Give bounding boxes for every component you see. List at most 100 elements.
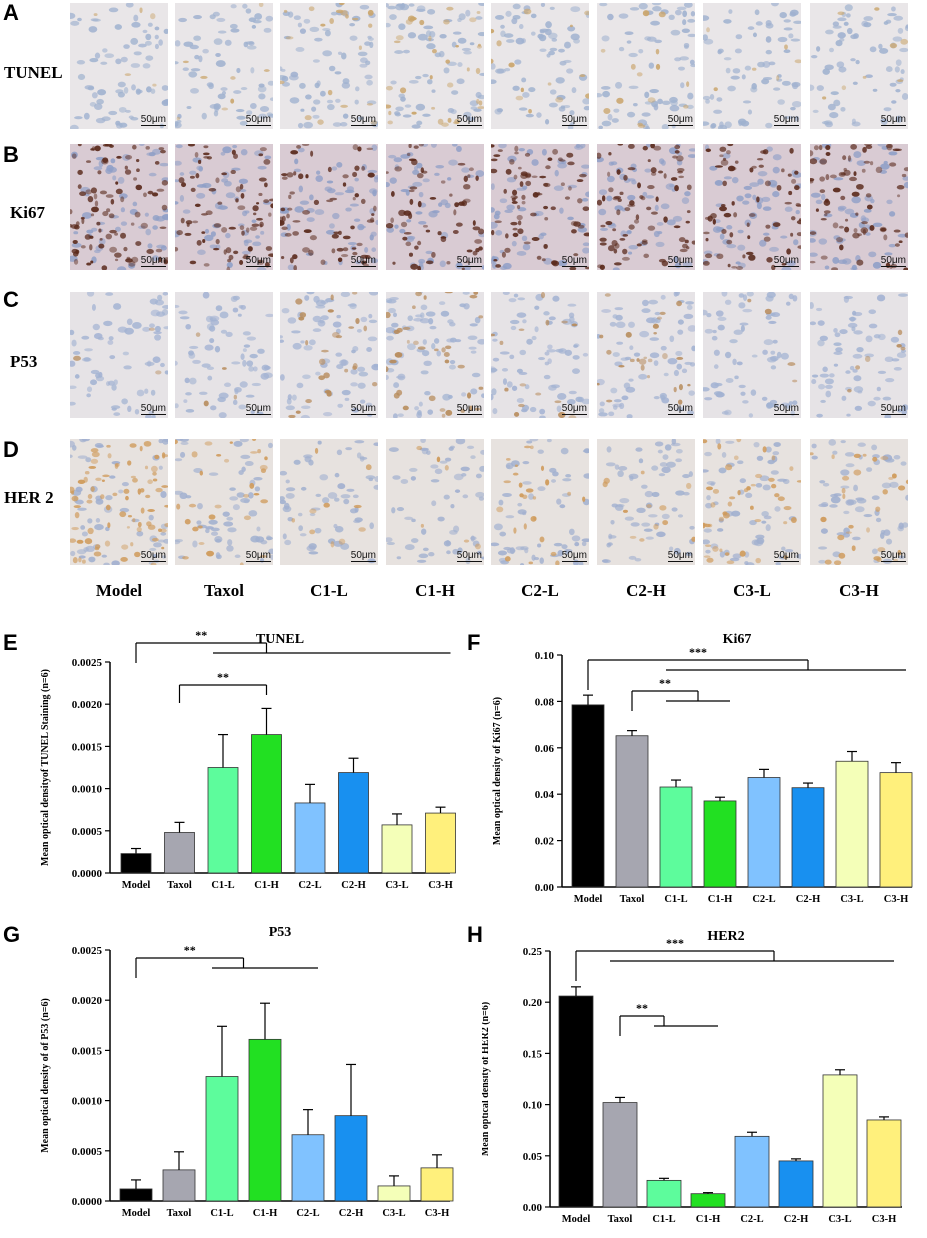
scale-bar: 50μm	[350, 255, 376, 267]
x-tick-label: Taxol	[608, 1214, 633, 1225]
chart-title: Ki67	[723, 632, 752, 647]
panel-letter-b: B	[3, 142, 19, 167]
x-tick-label: Taxol	[620, 894, 645, 905]
significance-label: **	[184, 943, 196, 957]
x-tick-label: C3-H	[425, 1208, 450, 1219]
micrograph-her2-c3-l: 50μm	[703, 439, 801, 565]
chart-p53-svg: P53 Mean optical density of of P53 (n=6) 0…	[40, 925, 454, 1219]
bar-c3-h	[420, 1167, 454, 1202]
micrograph-tunel-model: 50μm	[70, 3, 168, 129]
y-tick-label: 0.0000	[72, 868, 103, 880]
x-tick-label: C1-L	[652, 1214, 675, 1225]
scale-bar: 50μm	[667, 403, 693, 415]
bar-c3-l	[381, 824, 413, 874]
x-tick-label: C2-H	[796, 894, 821, 905]
y-axis-label: Mean optical density of Ki67 (n=6)	[492, 697, 503, 845]
x-tick-label: C3-L	[385, 880, 408, 891]
bar-c3-l	[377, 1185, 411, 1202]
x-tick-label: C3-H	[428, 880, 453, 891]
micrograph-her2-c1-l: 50μm	[280, 439, 378, 565]
micrograph-tunel-c1-h: 50μm	[386, 3, 484, 129]
x-tick-label: C1-H	[253, 1208, 278, 1219]
chart-title: TUNEL	[256, 632, 304, 647]
scale-bar: 50μm	[667, 114, 693, 126]
scale-bar: 50μm	[456, 403, 482, 415]
scale-bar: 50μm	[350, 550, 376, 562]
bar-c2-l	[734, 1135, 770, 1208]
micrograph-ki67-c3-l: 50μm	[703, 144, 801, 270]
x-tick-label: C3-L	[840, 894, 863, 905]
chart-tunel: TUNEL Mean optical densityof TUNEL Staini…	[20, 625, 460, 905]
x-tick-label: Taxol	[167, 880, 192, 891]
micrograph-tunel-c3-h: 50μm	[810, 3, 908, 129]
row-label-tunel: TUNEL	[4, 63, 63, 82]
chart-p53: P53 Mean optical density of of P53 (n=6) 0…	[20, 918, 460, 1233]
y-tick-label: 0.00	[523, 1202, 543, 1214]
y-axis-label: Mean optical density of HER2 (n=6)	[482, 1002, 491, 1156]
scale-bar: 50μm	[350, 114, 376, 126]
scale-bar: 50μm	[245, 550, 271, 562]
scale-bar: 50μm	[350, 403, 376, 415]
chart-ki67: Ki67 Mean optical density of Ki67 (n=6) 0.…	[482, 625, 922, 910]
chart-ki67-svg: Ki67 Mean optical density of Ki67 (n=6) 0.…	[492, 632, 913, 905]
scale-bar: 50μm	[456, 114, 482, 126]
scale-bar: 50μm	[880, 114, 906, 126]
micrograph-tunel-c1-l: 50μm	[280, 3, 378, 129]
x-tick-label: C2-L	[752, 894, 775, 905]
micrograph-p53-c3-l: 50μm	[703, 292, 801, 418]
x-tick-label: C2-H	[784, 1214, 809, 1225]
bar-c3-h	[866, 1119, 902, 1208]
scale-bar: 50μm	[667, 255, 693, 267]
micrograph-tunel-taxol: 50μm	[175, 3, 273, 129]
y-tick-label: 0.04	[535, 789, 555, 801]
panel-letter-d: D	[3, 437, 19, 462]
micrograph-her2-c2-h: 50μm	[597, 439, 695, 565]
bar-c3-h	[879, 772, 913, 888]
bar-c1-h	[690, 1193, 726, 1208]
micrograph-ki67-c3-h: 50μm	[810, 144, 908, 270]
scale-bar: 50μm	[456, 255, 482, 267]
x-tick-label: Model	[122, 880, 151, 891]
group-label-model: Model	[95, 581, 143, 600]
bar-model	[571, 704, 605, 888]
scale-bar: 50μm	[773, 550, 799, 562]
y-axis-label: Mean optical density of of P53 (n=6)	[40, 998, 51, 1153]
y-tick-label: 0.02	[535, 836, 555, 848]
micrograph-tunel-c3-l: 50μm	[703, 3, 801, 129]
panel-letter-h: H	[467, 922, 483, 947]
significance-label: **	[636, 1001, 648, 1015]
x-tick-label: C2-L	[740, 1214, 763, 1225]
y-tick-label: 0.25	[523, 946, 543, 958]
micrograph-her2-model: 50μm	[70, 439, 168, 565]
scale-bar: 50μm	[773, 114, 799, 126]
bar-c1-h	[251, 734, 282, 874]
y-tick-label: 0.0000	[72, 1196, 103, 1208]
group-label-c2-h: C2-H	[626, 581, 666, 600]
micrograph-p53-model: 50μm	[70, 292, 168, 418]
x-tick-label: C1-L	[210, 1208, 233, 1219]
scale-bar: 50μm	[140, 114, 166, 126]
y-tick-label: 0.10	[523, 1100, 543, 1112]
x-tick-label: Model	[574, 894, 603, 905]
chart-title: HER2	[707, 929, 744, 944]
micrograph-ki67-model: 50μm	[70, 144, 168, 270]
micrograph-p53-c1-h: 50μm	[386, 292, 484, 418]
group-label-c1-h: C1-H	[415, 581, 455, 600]
scale-bar: 50μm	[140, 403, 166, 415]
group-label-c2-l: C2-L	[521, 581, 559, 600]
x-tick-label: C2-L	[296, 1208, 319, 1219]
micrograph-ki67-c1-h: 50μm	[386, 144, 484, 270]
scale-bar: 50μm	[880, 255, 906, 267]
x-tick-label: C1-H	[696, 1214, 721, 1225]
bar-taxol	[162, 1169, 196, 1202]
panel-letter-e: E	[3, 630, 18, 655]
group-label-c1-l: C1-L	[310, 581, 348, 600]
bar-c2-l	[291, 1134, 325, 1202]
y-tick-label: 0.08	[535, 696, 555, 708]
y-tick-label: 0.0005	[72, 1146, 103, 1158]
bar-taxol	[615, 735, 649, 888]
y-tick-label: 0.0005	[72, 826, 103, 838]
bar-c2-l	[294, 802, 326, 874]
micrograph-her2-c1-h: 50μm	[386, 439, 484, 565]
group-label-taxol: Taxol	[203, 581, 244, 600]
